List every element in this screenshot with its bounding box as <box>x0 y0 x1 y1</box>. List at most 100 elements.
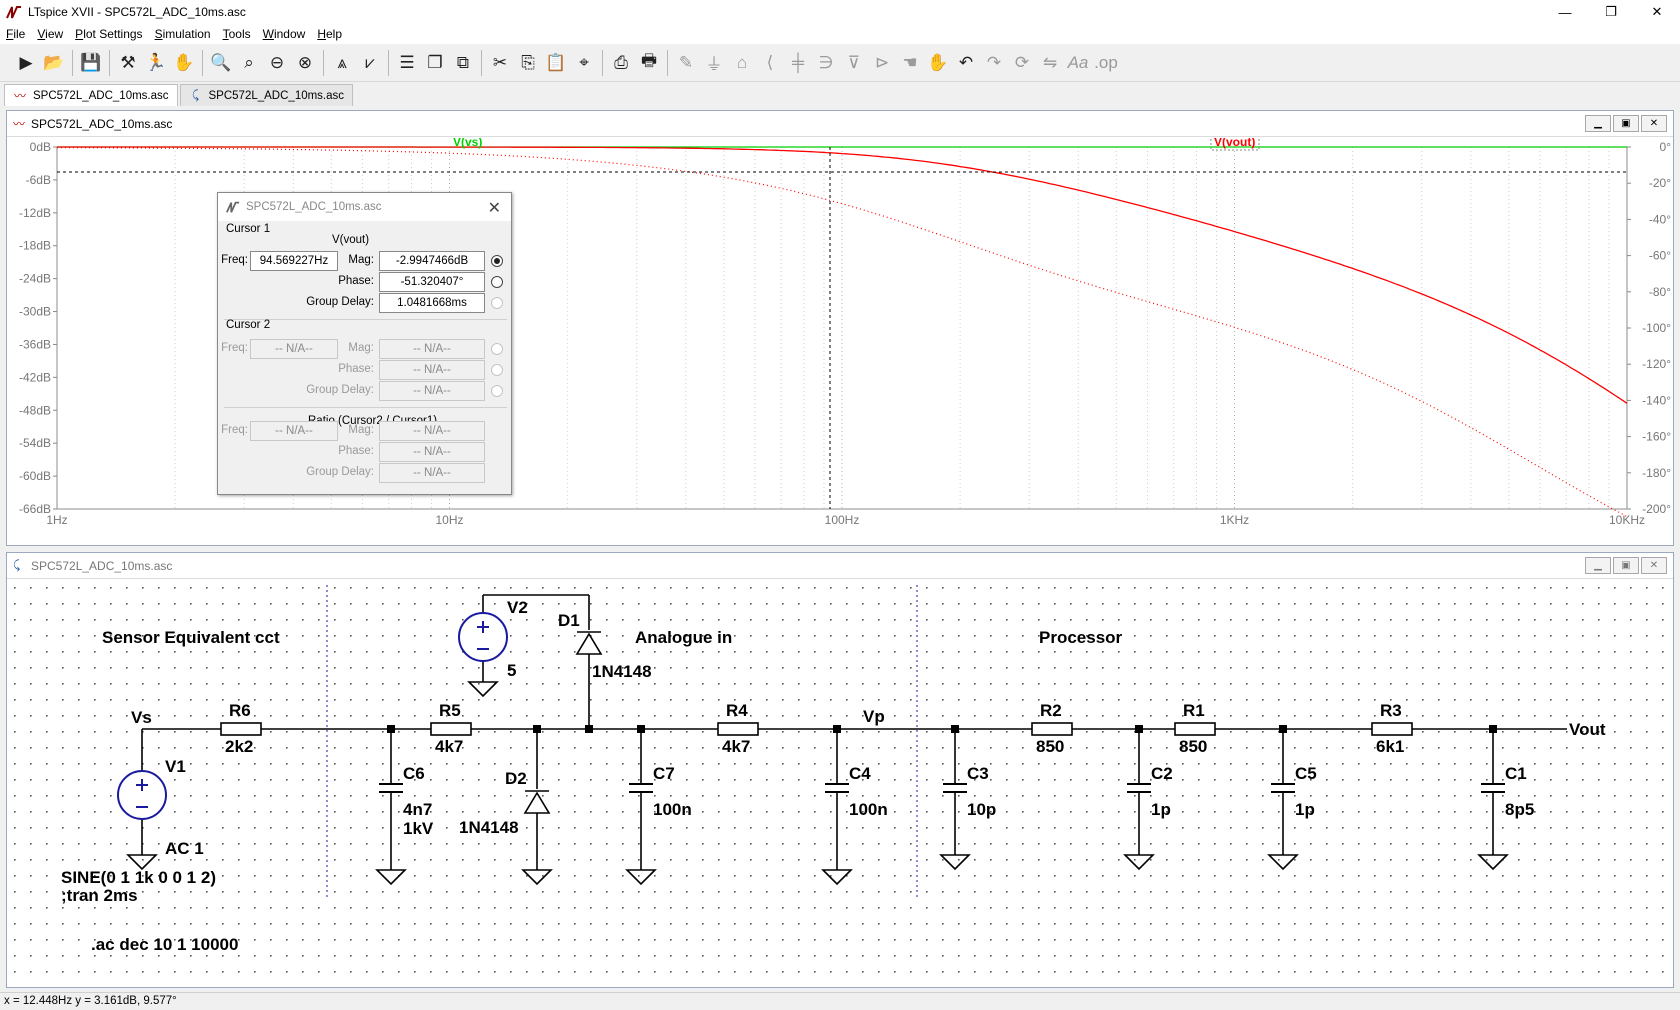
minimize-button[interactable]: — <box>1558 4 1572 20</box>
capacitor-c7[interactable] <box>629 783 653 793</box>
capacitor-c6[interactable] <box>379 783 403 793</box>
capacitor-c4[interactable] <box>825 783 849 793</box>
cascade-icon[interactable]: ❐ <box>427 52 443 72</box>
minimize-button[interactable]: ▁ <box>1585 115 1611 132</box>
ratio-phase-field[interactable]: -- N/A-- <box>379 442 485 462</box>
capacitor-c3[interactable] <box>943 783 967 793</box>
c3-value[interactable]: 10p <box>967 800 996 819</box>
resistor-r2[interactable] <box>1031 722 1073 736</box>
c7-name[interactable]: C7 <box>653 764 675 783</box>
resistor-r5[interactable] <box>430 722 472 736</box>
cursor1-phase-field[interactable]: -51.320407° <box>379 272 485 292</box>
c1-value[interactable]: 8p5 <box>1505 800 1534 819</box>
zoom-cancel-icon[interactable]: ⊗ <box>297 52 313 72</box>
v1-value[interactable]: AC 1 <box>165 839 204 858</box>
r3-name[interactable]: R3 <box>1380 701 1402 720</box>
c6-value[interactable]: 4n7 <box>403 800 432 819</box>
cursor1-freq-field[interactable]: 94.569227Hz <box>250 251 338 271</box>
r4-value[interactable]: 4k7 <box>722 737 750 756</box>
c6-name[interactable]: C6 <box>403 764 425 783</box>
section-label-analogue[interactable]: Analogue in <box>635 628 732 647</box>
menu-help[interactable]: Help <box>317 27 342 41</box>
c4-value[interactable]: 100n <box>849 800 888 819</box>
component-icon[interactable]: ⊳ <box>874 52 890 72</box>
r6-value[interactable]: 2k2 <box>225 737 253 756</box>
zoom-out-icon[interactable]: ⊖ <box>269 52 285 72</box>
phase-radio[interactable] <box>491 364 503 376</box>
close-icon[interactable]: ✕ <box>487 200 501 217</box>
cursor1-mag-field[interactable]: -2.9947466dB <box>379 251 485 271</box>
cursor2-group-delay-field[interactable]: -- N/A-- <box>379 381 485 401</box>
mirror-icon[interactable]: ⇋ <box>1042 52 1058 72</box>
maximize-button[interactable]: ▣ <box>1613 115 1639 132</box>
net-label-vout[interactable]: Vout <box>1569 720 1606 739</box>
section-label-sensor[interactable]: Sensor Equivalent cct <box>102 628 280 647</box>
diode-d1[interactable] <box>575 631 603 655</box>
maximize-button[interactable]: ▣ <box>1613 557 1639 574</box>
zoom-in-icon[interactable]: 🔍 <box>210 52 232 72</box>
v1-name[interactable]: V1 <box>165 757 186 776</box>
tab-schematic[interactable]: ⤹ SPC572L_ADC_10ms.asc <box>179 84 354 106</box>
copy-icon[interactable]: ⎘ <box>521 52 535 72</box>
c5-name[interactable]: C5 <box>1295 764 1317 783</box>
ratio-freq-field[interactable]: -- N/A-- <box>250 421 338 441</box>
resistor-r1[interactable] <box>1174 722 1216 736</box>
cursor2-phase-field[interactable]: -- N/A-- <box>379 360 485 380</box>
ratio-group-delay-field[interactable]: -- N/A-- <box>379 463 485 483</box>
resistor-r4[interactable] <box>717 722 759 736</box>
pan-icon[interactable]: ✋ <box>173 52 195 72</box>
c3-name[interactable]: C3 <box>967 764 989 783</box>
print-setup-icon[interactable]: 🖶 <box>640 51 658 70</box>
drag-icon[interactable]: ✋ <box>927 52 949 72</box>
d2-name[interactable]: D2 <box>505 769 527 788</box>
find-icon[interactable]: ⌖ <box>579 52 589 72</box>
minimize-button[interactable]: ▁ <box>1585 557 1611 574</box>
diode-icon[interactable]: ⊽ <box>847 52 861 72</box>
tran-directive[interactable]: ;tran 2ms <box>61 886 138 905</box>
maximize-button[interactable]: ❐ <box>1605 4 1617 19</box>
c7-value[interactable]: 100n <box>653 800 692 819</box>
open-icon[interactable]: 📂 <box>43 52 65 72</box>
cursor1-group-delay-field[interactable]: 1.0481668ms <box>379 293 485 313</box>
r3-value[interactable]: 6k1 <box>1376 737 1404 756</box>
schematic-canvas[interactable]: Sensor Equivalent cct Analogue in Proces… <box>7 580 1673 987</box>
section-label-processor[interactable]: Processor <box>1039 628 1123 647</box>
menu-tools[interactable]: Tools <box>222 27 251 41</box>
close-button[interactable]: ✕ <box>1651 4 1663 19</box>
close-button[interactable]: ✕ <box>1641 115 1667 132</box>
ac-directive[interactable]: .ac dec 10 1 10000 <box>91 935 238 954</box>
group-delay-radio[interactable] <box>491 385 503 397</box>
r6-name[interactable]: R6 <box>229 701 251 720</box>
phase-radio[interactable] <box>491 276 503 288</box>
text-icon[interactable]: Aa <box>1067 52 1089 72</box>
c4-name[interactable]: C4 <box>849 764 871 783</box>
d1-value[interactable]: 1N4148 <box>592 662 652 681</box>
mag-radio[interactable] <box>491 255 503 267</box>
mark-icon[interactable]: ⩗ <box>365 52 375 72</box>
menu-window[interactable]: Window <box>262 27 306 41</box>
rotate-icon[interactable]: ⟳ <box>1014 52 1030 72</box>
net-label-vp[interactable]: Vp <box>863 707 885 726</box>
inductor-icon[interactable]: ∋ <box>818 52 834 72</box>
undo-icon[interactable]: ↶ <box>958 52 974 72</box>
diode-d2[interactable] <box>523 790 551 814</box>
ratio-mag-field[interactable]: -- N/A-- <box>379 421 485 441</box>
cut-icon[interactable]: ✂ <box>492 52 508 72</box>
group-delay-radio[interactable] <box>491 297 503 309</box>
voltage-source-v1[interactable] <box>117 770 167 820</box>
redo-icon[interactable]: ↷ <box>986 52 1002 72</box>
v1-sine-spec[interactable]: SINE(0 1 1k 0 0 1 2) <box>61 868 216 887</box>
ground-icon[interactable]: ⏚ <box>705 55 723 74</box>
c6-voltage[interactable]: 1kV <box>403 819 434 838</box>
c2-value[interactable]: 1p <box>1151 800 1171 819</box>
tile-horizontal-icon[interactable]: ☰ <box>399 52 415 72</box>
spice-directive-icon[interactable]: .op <box>1094 52 1118 72</box>
resistor-icon[interactable]: ⟨ <box>766 52 774 72</box>
menu-plot-settings[interactable]: Plot Settings <box>75 27 143 41</box>
move-icon[interactable]: ☚ <box>902 52 918 72</box>
tile-vertical-icon[interactable]: ⧉ <box>456 52 470 72</box>
resistor-r3[interactable] <box>1371 722 1413 736</box>
net-label-vs[interactable]: Vs <box>131 708 152 727</box>
capacitor-c1[interactable] <box>1481 783 1505 793</box>
close-button[interactable]: ✕ <box>1641 557 1667 574</box>
